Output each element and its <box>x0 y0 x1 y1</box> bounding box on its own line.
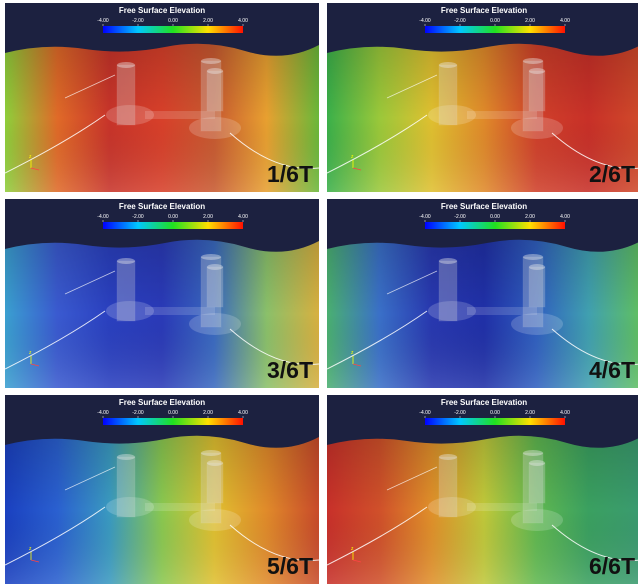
colorbar-tick-label: 2.00 <box>525 214 535 220</box>
phase-label: 2/6T <box>589 161 635 187</box>
column <box>529 267 545 307</box>
phase-label: 1/6T <box>267 161 313 187</box>
column <box>439 65 457 125</box>
colorbar-tick-label: 0.00 <box>168 18 178 24</box>
colorbar-tick-label: 4.00 <box>238 18 248 24</box>
colorbar-tick-label: -4.00 <box>97 214 109 220</box>
column <box>207 71 223 111</box>
colorbar-tick-label: 4.00 <box>560 410 570 416</box>
colorbar-tick-label: -2.00 <box>454 214 466 220</box>
column <box>117 261 135 321</box>
column <box>529 71 545 111</box>
colorbar-tick-label: 0.00 <box>490 214 500 220</box>
colorbar-tick-label: -2.00 <box>132 410 144 416</box>
column-top <box>529 68 545 74</box>
colorbar <box>425 26 565 33</box>
panel: Free Surface Elevation -4.00 -2.00 0.00 2.00… <box>5 395 319 584</box>
colorbar-title: Free Surface Elevation <box>119 202 205 211</box>
colorbar-tick-label: -4.00 <box>97 410 109 416</box>
column-top <box>207 68 223 74</box>
colorbar-title: Free Surface Elevation <box>441 398 527 407</box>
panel: Free Surface Elevation -4.00 -2.00 0.00 2.00… <box>327 3 638 192</box>
panel: Free Surface Elevation -4.00 -2.00 0.00 2.00… <box>327 199 638 388</box>
panel: Free Surface Elevation -4.00 -2.00 0.00 2.00… <box>5 199 319 388</box>
colorbar-tick-label: 0.00 <box>168 410 178 416</box>
colorbar-title: Free Surface Elevation <box>441 6 527 15</box>
colorbar <box>103 222 243 229</box>
colorbar-tick-label: -2.00 <box>454 18 466 24</box>
colorbar-tick-label: -2.00 <box>132 214 144 220</box>
column-top <box>439 258 457 264</box>
column-top <box>523 450 543 456</box>
colorbar <box>103 26 243 33</box>
column <box>117 457 135 517</box>
phase-label: 4/6T <box>589 357 635 383</box>
colorbar-tick-label: -4.00 <box>419 214 431 220</box>
column-top <box>523 254 543 260</box>
panel: Free Surface Elevation -4.00 -2.00 0.00 2.00… <box>5 3 319 192</box>
column-top <box>439 454 457 460</box>
column-top <box>523 58 543 64</box>
column-top <box>117 454 135 460</box>
colorbar-tick-label: -2.00 <box>454 410 466 416</box>
column-top <box>529 460 545 466</box>
colorbar-tick-label: 2.00 <box>525 18 535 24</box>
colorbar <box>425 418 565 425</box>
column <box>439 457 457 517</box>
phase-label: 5/6T <box>267 553 313 579</box>
colorbar-tick-label: 0.00 <box>490 410 500 416</box>
colorbar-tick-label: -4.00 <box>419 410 431 416</box>
colorbar-tick-label: -2.00 <box>132 18 144 24</box>
colorbar-tick-label: 4.00 <box>238 214 248 220</box>
colorbar-tick-label: 2.00 <box>203 18 213 24</box>
colorbar-tick-label: 2.00 <box>203 214 213 220</box>
column-top <box>529 264 545 270</box>
column-top <box>117 62 135 68</box>
colorbar-tick-label: 2.00 <box>525 410 535 416</box>
column-top <box>207 264 223 270</box>
colorbar-tick-label: 4.00 <box>238 410 248 416</box>
column-top <box>201 450 221 456</box>
column-top <box>439 62 457 68</box>
colorbar-tick-label: 2.00 <box>203 410 213 416</box>
colorbar-title: Free Surface Elevation <box>119 398 205 407</box>
colorbar-title: Free Surface Elevation <box>119 6 205 15</box>
column-top <box>207 460 223 466</box>
colorbar-tick-label: 0.00 <box>168 214 178 220</box>
column <box>529 463 545 503</box>
column <box>117 65 135 125</box>
colorbar-tick-label: -4.00 <box>419 18 431 24</box>
phase-label: 6/6T <box>589 553 635 579</box>
colorbar-tick-label: 4.00 <box>560 18 570 24</box>
phase-label: 3/6T <box>267 357 313 383</box>
figure: Free Surface Elevation -4.00 -2.00 0.00 2.00… <box>0 0 638 584</box>
colorbar <box>103 418 243 425</box>
column-top <box>201 254 221 260</box>
colorbar-title: Free Surface Elevation <box>441 202 527 211</box>
column <box>207 267 223 307</box>
column-top <box>201 58 221 64</box>
column <box>439 261 457 321</box>
colorbar-tick-label: 4.00 <box>560 214 570 220</box>
colorbar-tick-label: 0.00 <box>490 18 500 24</box>
panel: Free Surface Elevation -4.00 -2.00 0.00 2.00… <box>327 395 638 584</box>
colorbar-tick-label: -4.00 <box>97 18 109 24</box>
colorbar <box>425 222 565 229</box>
column-top <box>117 258 135 264</box>
column <box>207 463 223 503</box>
